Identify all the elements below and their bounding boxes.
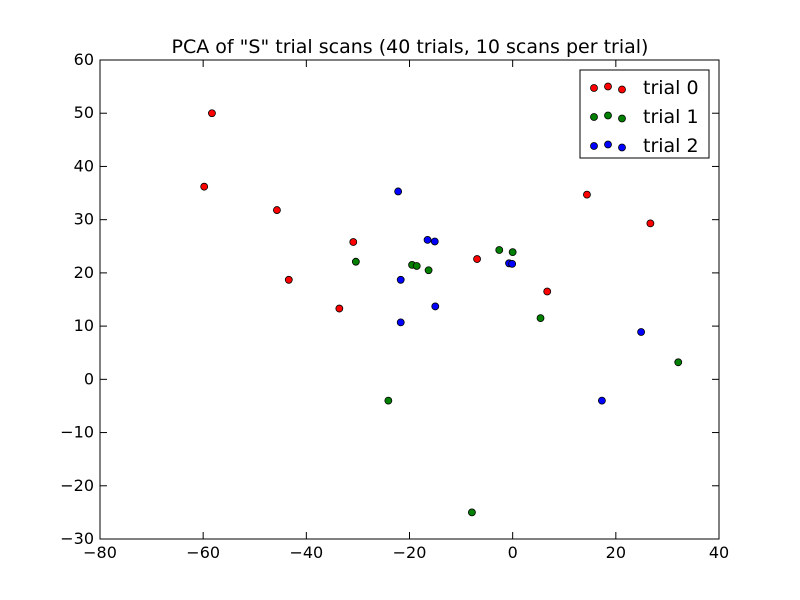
- y-tick-label: −30: [60, 529, 94, 548]
- points-layer: [200, 109, 683, 517]
- y-tick-label: 0: [84, 369, 94, 388]
- data-point: [412, 262, 421, 270]
- legend-entry: trial 1: [590, 106, 699, 128]
- data-point: [424, 266, 433, 275]
- series-group: [394, 187, 646, 405]
- legend-label: trial 1: [643, 106, 699, 128]
- data-point: [431, 302, 440, 311]
- data-point: [508, 248, 517, 257]
- y-tick-label: −10: [60, 423, 94, 442]
- legend-marker: [618, 114, 626, 123]
- x-tick-label: 20: [606, 543, 626, 562]
- y-tick-label: 30: [74, 210, 94, 229]
- x-tick-label: 40: [709, 543, 729, 562]
- y-tick-label: 10: [74, 316, 94, 335]
- legend-label: trial 0: [643, 77, 699, 99]
- legend-marker: [590, 142, 598, 150]
- x-tick-label: −20: [393, 543, 427, 562]
- legend-marker: [618, 85, 626, 94]
- data-point: [430, 237, 439, 246]
- data-point: [208, 109, 216, 118]
- data-point: [508, 259, 517, 268]
- legend-marker: [590, 113, 598, 121]
- data-point: [423, 235, 432, 244]
- data-point: [646, 219, 655, 228]
- plot-frame: [99, 59, 720, 540]
- data-point: [536, 314, 545, 323]
- y-tick-label: 50: [74, 103, 94, 122]
- data-point: [543, 287, 552, 296]
- x-tick-label: −80: [83, 543, 117, 562]
- y-tick-label: −20: [60, 476, 94, 495]
- legend-marker: [618, 143, 626, 152]
- y-tick-label: 20: [74, 263, 94, 282]
- legend-marker: [590, 84, 598, 92]
- ticks-layer: −80 −60 −40 −20 0 20 40 −30 −20 −10 0 10 20 30 40 50 60: [60, 50, 729, 562]
- legend-marker: [604, 111, 612, 120]
- data-point: [396, 275, 405, 284]
- data-point: [598, 396, 606, 405]
- x-tick-label: 0: [508, 543, 518, 562]
- data-point: [583, 190, 591, 199]
- series-group: [351, 246, 683, 517]
- legend-entries: trial 0 trial 1 trial 2: [590, 77, 699, 157]
- data-point: [473, 255, 481, 263]
- legend-entry: trial 0: [590, 77, 699, 99]
- data-point: [200, 182, 209, 191]
- legend-box: [579, 69, 710, 159]
- data-point: [637, 328, 646, 336]
- series-group: [200, 109, 655, 313]
- legend: trial 0 trial 1 trial 2: [579, 69, 710, 159]
- data-point: [335, 304, 344, 313]
- legend-marker: [604, 140, 612, 149]
- legend-label: trial 2: [643, 135, 699, 157]
- data-point: [384, 396, 393, 405]
- y-tick-label: 60: [74, 50, 94, 69]
- data-point: [394, 187, 403, 196]
- data-point: [284, 275, 293, 284]
- data-point: [273, 206, 281, 214]
- legend-entry: trial 2: [590, 135, 699, 157]
- data-point: [349, 238, 358, 246]
- x-tick-label: −40: [289, 543, 323, 562]
- data-point: [674, 358, 683, 367]
- y-tick-label: 40: [74, 156, 94, 175]
- chart-title: PCA of "S" trial scans (40 trials, 10 sc…: [172, 36, 649, 58]
- data-point: [468, 508, 476, 517]
- data-point: [495, 246, 504, 254]
- data-point: [351, 257, 360, 266]
- legend-marker: [604, 82, 612, 91]
- data-point: [396, 318, 405, 327]
- x-tick-label: −60: [186, 543, 220, 562]
